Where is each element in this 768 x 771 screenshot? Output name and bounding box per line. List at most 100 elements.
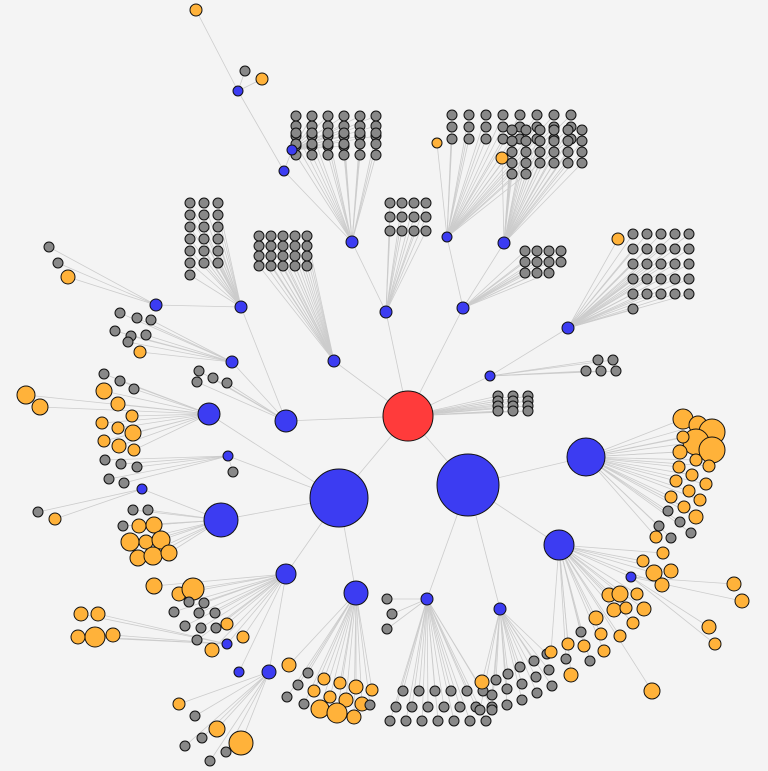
leaf-node[interactable] — [683, 228, 695, 240]
leaf-node[interactable] — [548, 146, 560, 158]
leaf-node[interactable] — [506, 135, 518, 147]
hub-node[interactable] — [543, 529, 575, 561]
hub-node[interactable] — [286, 144, 298, 156]
leaf-node[interactable] — [384, 715, 396, 727]
leaf-node[interactable] — [543, 267, 555, 279]
highlight-node[interactable] — [90, 606, 106, 622]
leaf-node[interactable] — [204, 755, 216, 767]
leaf-node[interactable] — [627, 228, 639, 240]
leaf-node[interactable] — [461, 685, 473, 697]
leaf-node[interactable] — [531, 245, 543, 257]
leaf-node[interactable] — [497, 133, 509, 145]
leaf-node[interactable] — [183, 596, 195, 608]
leaf-node[interactable] — [580, 365, 592, 377]
leaf-node[interactable] — [227, 466, 239, 478]
hub-node[interactable] — [497, 236, 511, 250]
leaf-node[interactable] — [301, 250, 313, 262]
leaf-node[interactable] — [408, 211, 420, 223]
highlight-node[interactable] — [172, 697, 186, 711]
leaf-node[interactable] — [655, 243, 667, 255]
leaf-node[interactable] — [114, 375, 126, 387]
leaf-node[interactable] — [548, 157, 560, 169]
highlight-node[interactable] — [726, 576, 742, 592]
hub-node[interactable] — [456, 301, 470, 315]
highlight-node[interactable] — [208, 720, 226, 738]
leaf-node[interactable] — [292, 679, 304, 691]
hub-node[interactable] — [221, 638, 233, 650]
leaf-node[interactable] — [179, 740, 191, 752]
leaf-node[interactable] — [502, 668, 514, 680]
leaf-node[interactable] — [198, 597, 210, 609]
leaf-node[interactable] — [543, 245, 555, 257]
leaf-node[interactable] — [306, 149, 318, 161]
leaf-node[interactable] — [683, 273, 695, 285]
leaf-node[interactable] — [480, 715, 492, 727]
leaf-node[interactable] — [497, 121, 509, 133]
leaf-node[interactable] — [338, 110, 350, 122]
highlight-node[interactable] — [645, 564, 663, 582]
highlight-node[interactable] — [474, 674, 490, 690]
leaf-node[interactable] — [212, 209, 224, 221]
leaf-node[interactable] — [506, 124, 518, 136]
highlight-node[interactable] — [677, 500, 691, 514]
hub-node[interactable] — [149, 298, 163, 312]
highlight-node[interactable] — [708, 637, 722, 651]
hub-node[interactable] — [327, 354, 341, 368]
leaf-node[interactable] — [103, 473, 115, 485]
leaf-node[interactable] — [184, 245, 196, 257]
highlight-node[interactable] — [133, 345, 147, 359]
leaf-node[interactable] — [386, 608, 398, 620]
highlight-node[interactable] — [495, 151, 509, 165]
leaf-node[interactable] — [396, 197, 408, 209]
leaf-node[interactable] — [289, 250, 301, 262]
leaf-node[interactable] — [117, 520, 129, 532]
leaf-node[interactable] — [196, 732, 208, 744]
highlight-node[interactable] — [125, 409, 139, 423]
leaf-node[interactable] — [370, 110, 382, 122]
highlight-node[interactable] — [698, 436, 726, 464]
leaf-node[interactable] — [610, 365, 622, 377]
leaf-node[interactable] — [253, 240, 265, 252]
leaf-node[interactable] — [265, 240, 277, 252]
highlight-node[interactable] — [326, 702, 348, 724]
highlight-node[interactable] — [16, 385, 36, 405]
leaf-node[interactable] — [627, 258, 639, 270]
leaf-node[interactable] — [212, 233, 224, 245]
leaf-node[interactable] — [322, 138, 334, 150]
hub-node[interactable] — [275, 563, 297, 585]
leaf-node[interactable] — [464, 715, 476, 727]
hub-node[interactable] — [493, 602, 507, 616]
leaf-node[interactable] — [306, 127, 318, 139]
leaf-node[interactable] — [289, 260, 301, 272]
leaf-node[interactable] — [277, 230, 289, 242]
leaf-node[interactable] — [184, 269, 196, 281]
leaf-node[interactable] — [290, 127, 302, 139]
hub-node[interactable] — [203, 502, 239, 538]
highlight-node[interactable] — [111, 421, 125, 435]
leaf-node[interactable] — [516, 678, 528, 690]
leaf-node[interactable] — [109, 325, 121, 337]
leaf-node[interactable] — [520, 157, 532, 169]
leaf-node[interactable] — [131, 461, 143, 473]
leaf-node[interactable] — [198, 245, 210, 257]
leaf-node[interactable] — [338, 138, 350, 150]
root-node[interactable] — [382, 390, 434, 442]
leaf-node[interactable] — [514, 109, 526, 121]
leaf-node[interactable] — [370, 127, 382, 139]
leaf-node[interactable] — [641, 288, 653, 300]
leaf-node[interactable] — [413, 685, 425, 697]
leaf-node[interactable] — [519, 245, 531, 257]
leaf-node[interactable] — [131, 312, 143, 324]
highlight-node[interactable] — [619, 601, 633, 615]
leaf-node[interactable] — [534, 146, 546, 158]
leaf-node[interactable] — [662, 505, 674, 517]
highlight-node[interactable] — [220, 617, 234, 631]
leaf-node[interactable] — [384, 211, 396, 223]
hub-node[interactable] — [222, 450, 234, 462]
leaf-node[interactable] — [301, 240, 313, 252]
leaf-node[interactable] — [669, 228, 681, 240]
leaf-node[interactable] — [514, 661, 526, 673]
leaf-node[interactable] — [565, 109, 577, 121]
leaf-node[interactable] — [627, 243, 639, 255]
highlight-node[interactable] — [688, 509, 704, 525]
